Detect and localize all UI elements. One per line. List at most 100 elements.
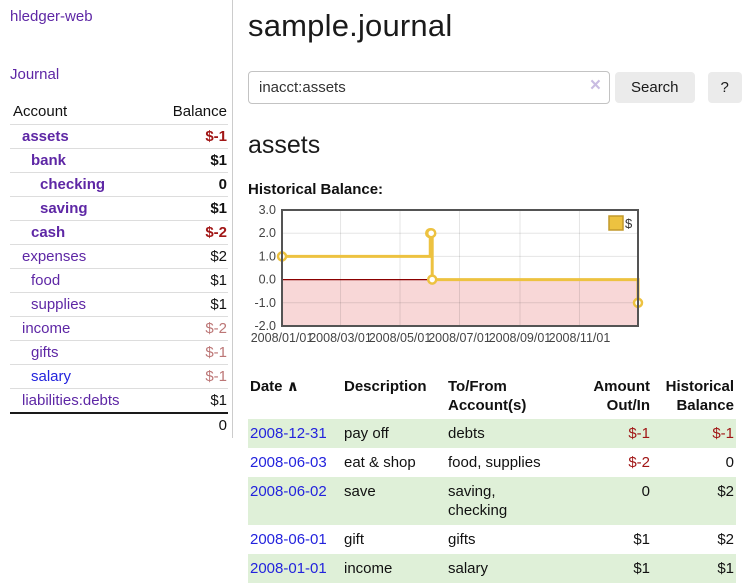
transaction-balance: $2: [717, 531, 734, 548]
transaction-balance: $1: [717, 560, 734, 577]
account-row: supplies $1: [10, 292, 228, 317]
y-axis-tick-label: 1.0: [259, 249, 276, 263]
transaction-description: pay off: [344, 425, 389, 442]
y-axis-tick-label: -1.0: [254, 296, 276, 310]
transaction-amount: 0: [641, 483, 650, 500]
transaction-amount: $1: [633, 560, 650, 577]
transaction-description: save: [344, 483, 376, 500]
page-title: sample.journal: [248, 8, 453, 43]
transaction-description: gift: [344, 531, 365, 548]
y-axis-tick-label: -2.0: [254, 319, 276, 333]
x-axis-tick-label: 2008/07/01: [428, 331, 491, 345]
account-row: expenses $2: [10, 244, 228, 269]
main-content: sample.journal × Search ? assets Histori…: [248, 0, 742, 583]
accounts-table-header: Account Balance: [10, 100, 228, 125]
transaction-description: eat & shop: [344, 454, 416, 471]
transaction-date-link[interactable]: 2008-06-03: [250, 454, 327, 471]
search-button[interactable]: Search: [615, 72, 695, 103]
account-balance: $-2: [152, 220, 228, 245]
account-row: gifts $-1: [10, 340, 228, 365]
account-link-bank[interactable]: bank: [31, 152, 67, 169]
accounts-total-value: 0: [152, 412, 228, 437]
balance-column-header-register: Historical Balance: [665, 378, 734, 414]
account-row: bank $1: [10, 148, 228, 173]
legend-swatch-icon: [608, 215, 624, 231]
account-link-cash[interactable]: cash: [31, 224, 66, 241]
accounts-table: Account Balance assets $-1 bank $1 checking 0…: [10, 100, 228, 437]
description-column-header: Description: [344, 378, 427, 395]
chart-border: [281, 209, 639, 327]
negative-region-shading: [282, 279, 638, 326]
transaction-date-link[interactable]: 2008-01-01: [250, 560, 327, 577]
x-axis-tick-label: 2008/11/01: [549, 331, 611, 345]
account-balance: $1: [152, 148, 228, 173]
x-axis-tick-label: 2008/09/01: [489, 331, 552, 345]
x-axis-tick-label: 2008/03/01: [309, 331, 372, 345]
sidebar-divider: [232, 0, 233, 438]
transaction-date-link[interactable]: 2008-06-02: [250, 483, 327, 500]
account-row: assets $-1: [10, 124, 228, 149]
account-row: checking 0: [10, 172, 228, 197]
transaction-amount: $-2: [628, 454, 650, 471]
transaction-accounts: saving, checking: [448, 483, 508, 519]
account-row: income $-2: [10, 316, 228, 341]
account-link-salary[interactable]: salary: [31, 368, 72, 385]
account-link-liabilities-debts[interactable]: liabilities:debts: [22, 392, 120, 409]
account-link-gifts[interactable]: gifts: [31, 344, 59, 361]
account-link-saving[interactable]: saving: [40, 200, 88, 217]
accounts-table-body: assets $-1 bank $1 checking 0 saving $1 cash $-2 e…: [10, 124, 228, 437]
register-table: Date ∧ Description To/From Account(s) Am…: [248, 373, 736, 583]
account-row: salary $-1: [10, 364, 228, 389]
data-point-marker: [425, 227, 437, 239]
transaction-row: 2008-12-31 pay off debts $-1 $-1: [248, 419, 736, 448]
tofrom-column-header: To/From Account(s): [448, 378, 527, 414]
account-balance: $1: [152, 196, 228, 221]
transaction-row: 2008-06-03 eat & shop food, supplies $-2 0: [248, 448, 736, 477]
clear-search-icon[interactable]: ×: [589, 75, 601, 96]
transaction-date-link[interactable]: 2008-12-31: [250, 425, 327, 442]
chart-canvas[interactable]: $3.0 2.0 1.0 0.0 -1.0 -2.02008/01/012008/03/0…: [248, 202, 644, 348]
account-balance: $-2: [152, 316, 228, 341]
x-axis-tick-label: 2008/01/01: [251, 331, 314, 345]
y-axis-tick-label: 0.0: [259, 273, 276, 287]
y-axis-tick-label: 2.0: [259, 226, 276, 240]
account-balance: $-1: [152, 340, 228, 365]
account-row: saving $1: [10, 196, 228, 221]
amount-column-header: Amount Out/In: [593, 378, 650, 414]
legend-label: $: [625, 216, 633, 231]
account-link-expenses[interactable]: expenses: [22, 248, 87, 265]
historical-balance-chart[interactable]: $3.0 2.0 1.0 0.0 -1.0 -2.0 2008/01/01 2008/03/0…: [248, 202, 742, 353]
transaction-row: 2008-01-01 income salary $1 $1: [248, 554, 736, 583]
account-row: food $1: [10, 268, 228, 293]
transaction-accounts: salary: [448, 560, 489, 577]
accounts-total-spacer: [10, 412, 153, 437]
app-title-link[interactable]: hledger-web: [10, 8, 93, 25]
account-link-supplies[interactable]: supplies: [31, 296, 87, 313]
search-input[interactable]: [248, 71, 610, 104]
account-row: liabilities:debts $1: [10, 388, 228, 413]
transaction-amount: $-1: [628, 425, 650, 442]
help-button[interactable]: ?: [707, 72, 742, 103]
account-balance: $1: [152, 268, 228, 293]
account-link-income[interactable]: income: [22, 320, 71, 337]
transaction-accounts: food, supplies: [448, 454, 541, 471]
search-form: × Search ?: [248, 71, 742, 104]
account-balance: $-1: [152, 364, 228, 389]
chart-title: Historical Balance:: [248, 181, 384, 198]
account-link-food[interactable]: food: [31, 272, 61, 289]
y-axis-tick-label: 3.0: [259, 203, 276, 217]
transaction-accounts: debts: [448, 425, 485, 442]
transaction-accounts: gifts: [448, 531, 476, 548]
account-column-header: Account: [13, 103, 68, 120]
transaction-balance: $-1: [712, 425, 734, 442]
account-link-checking[interactable]: checking: [40, 176, 106, 193]
account-link-assets[interactable]: assets: [22, 128, 69, 145]
transaction-description: income: [344, 560, 393, 577]
account-balance: $1: [152, 388, 228, 413]
transaction-row: 2008-06-01 gift gifts $1 $2: [248, 525, 736, 554]
transaction-date-link[interactable]: 2008-06-01: [250, 531, 327, 548]
account-balance: $2: [152, 244, 228, 269]
account-row: cash $-2: [10, 220, 228, 245]
transaction-balance: 0: [725, 454, 734, 471]
sidebar-item-journal[interactable]: Journal: [10, 66, 60, 83]
